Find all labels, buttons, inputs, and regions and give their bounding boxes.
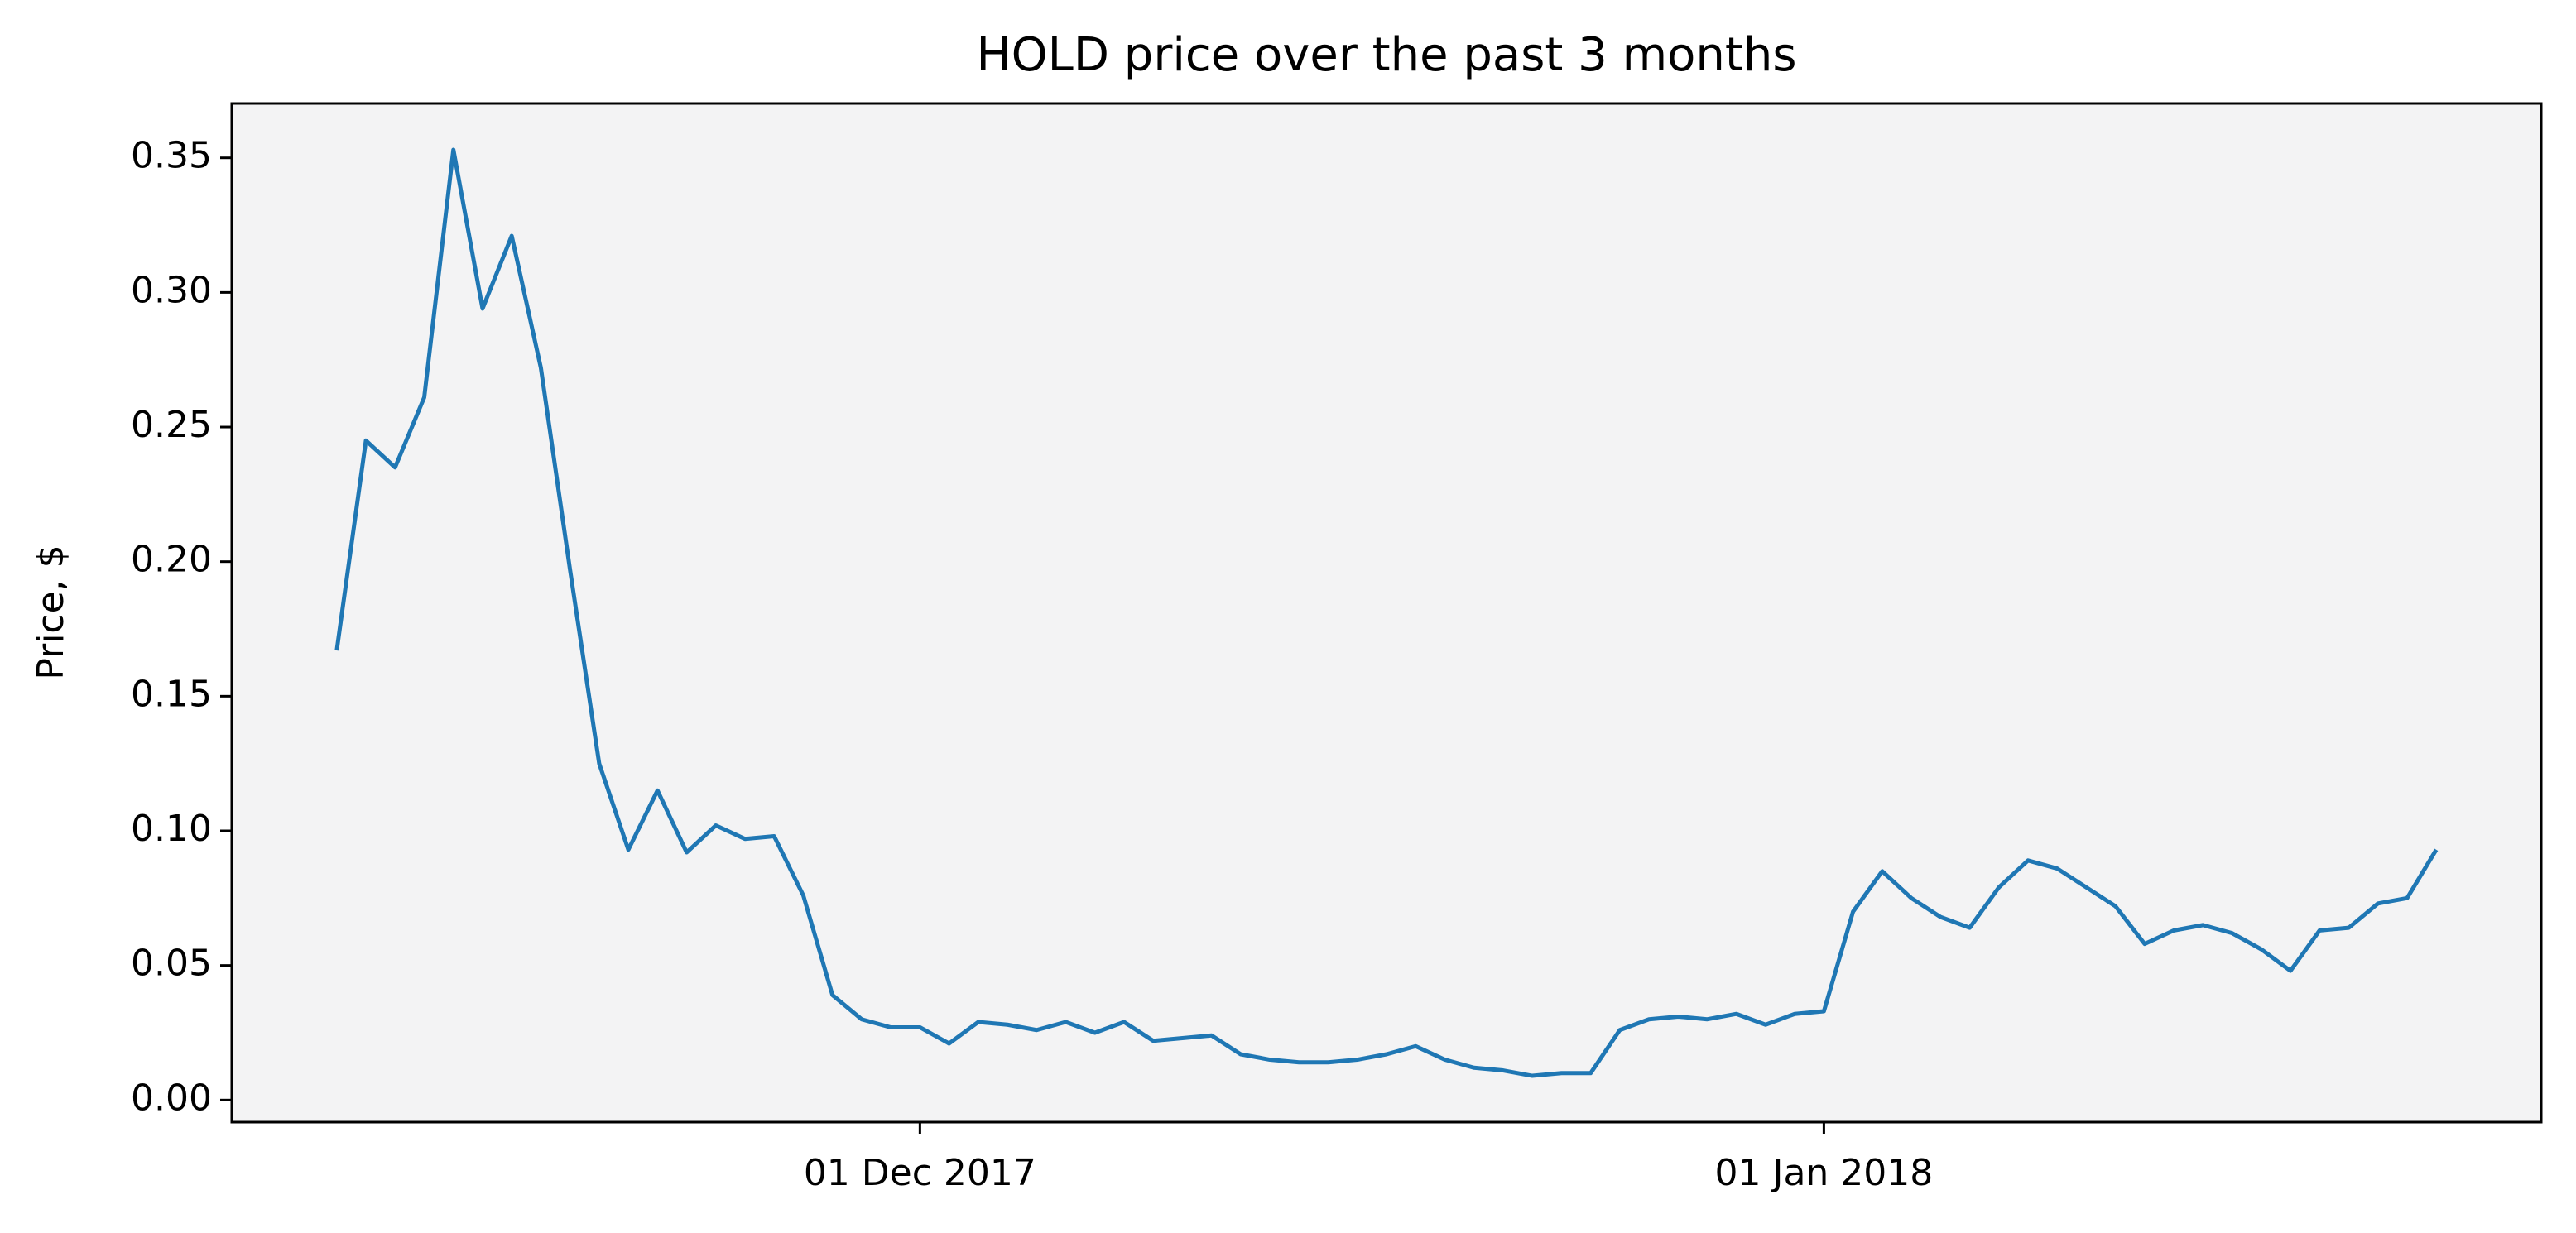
price-line [334,147,2439,1078]
y-tick-label: 0.30 [131,269,212,311]
y-tick-label: 0.05 [131,943,212,985]
y-axis-label: Price, $ [30,545,72,679]
y-tick-label: 0.15 [131,673,212,715]
x-tick-label: 01 Jan 2018 [1715,1152,1934,1194]
y-tick-label: 0.25 [131,404,212,446]
plot-frame [230,102,2543,1124]
y-tick-label: 0.00 [131,1077,212,1119]
y-tick-label: 0.10 [131,808,212,850]
x-tick-label: 01 Dec 2017 [804,1152,1036,1194]
chart-title: HOLD price over the past 3 months [976,28,1796,82]
y-tick-label: 0.35 [131,135,212,177]
y-tick-label: 0.20 [131,539,212,581]
plot-background [232,103,2541,1122]
